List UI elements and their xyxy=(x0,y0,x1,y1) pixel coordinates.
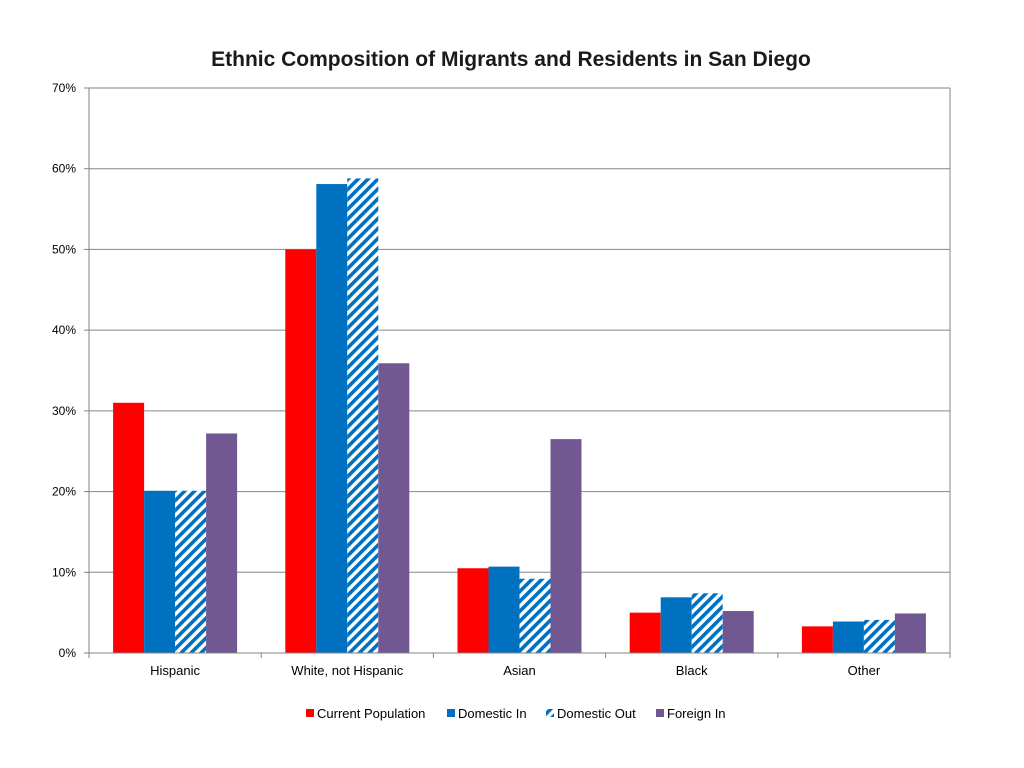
bar-domestic-out xyxy=(175,490,207,653)
legend-label: Domestic In xyxy=(458,706,527,721)
axes xyxy=(84,87,951,658)
legend-swatch xyxy=(306,709,314,717)
bar-domestic-out xyxy=(691,593,723,653)
x-category-labels: Hispanic White, not Hispanic Asian Black Oth… xyxy=(150,663,881,678)
bar-foreign-in xyxy=(550,439,582,653)
legend-swatch xyxy=(546,709,554,717)
bar-domestic-in xyxy=(832,621,864,653)
bar-current-population xyxy=(113,402,145,653)
bar-domestic-in xyxy=(660,597,692,653)
chart-title: Ethnic Composition of Migrants and Resid… xyxy=(211,48,811,71)
bar-foreign-in xyxy=(894,613,926,653)
legend-swatch xyxy=(656,709,664,717)
y-tick-labels: 0% 10% 20% 30% 40% 50% 60% 70% xyxy=(52,81,76,660)
bar-foreign-in xyxy=(722,611,754,653)
y-tick-label: 50% xyxy=(52,242,76,256)
legend-swatch xyxy=(447,709,455,717)
bar-current-population xyxy=(801,626,833,653)
bar-foreign-in xyxy=(378,363,410,653)
bar-foreign-in xyxy=(206,433,238,653)
x-category-label: Other xyxy=(848,663,881,678)
bar-domestic-in xyxy=(316,184,348,654)
y-tick-label: 0% xyxy=(59,646,77,660)
y-tick-label: 30% xyxy=(52,404,76,418)
legend: Current Population Domestic In Domestic Ou… xyxy=(306,706,726,721)
x-category-label: Hispanic xyxy=(150,663,200,678)
x-category-label: White, not Hispanic xyxy=(291,663,403,678)
legend-label: Domestic Out xyxy=(557,706,636,721)
y-tick-label: 10% xyxy=(52,565,76,579)
y-tick-label: 70% xyxy=(52,81,76,95)
y-tick-label: 20% xyxy=(52,485,76,499)
x-category-label: Black xyxy=(676,663,708,678)
bar-domestic-in xyxy=(144,490,176,653)
bar-current-population xyxy=(629,612,661,653)
y-tick-label: 40% xyxy=(52,323,76,337)
bars xyxy=(113,178,926,654)
bar-domestic-out xyxy=(347,178,379,653)
legend-label: Foreign In xyxy=(667,706,726,721)
bar-domestic-out xyxy=(863,619,895,653)
y-tick-label: 60% xyxy=(52,162,76,176)
x-category-label: Asian xyxy=(503,663,536,678)
bar-current-population xyxy=(285,249,317,653)
bar-current-population xyxy=(457,568,489,653)
legend-label: Current Population xyxy=(317,706,425,721)
bar-domestic-out xyxy=(519,578,551,653)
bar-domestic-in xyxy=(488,566,520,653)
